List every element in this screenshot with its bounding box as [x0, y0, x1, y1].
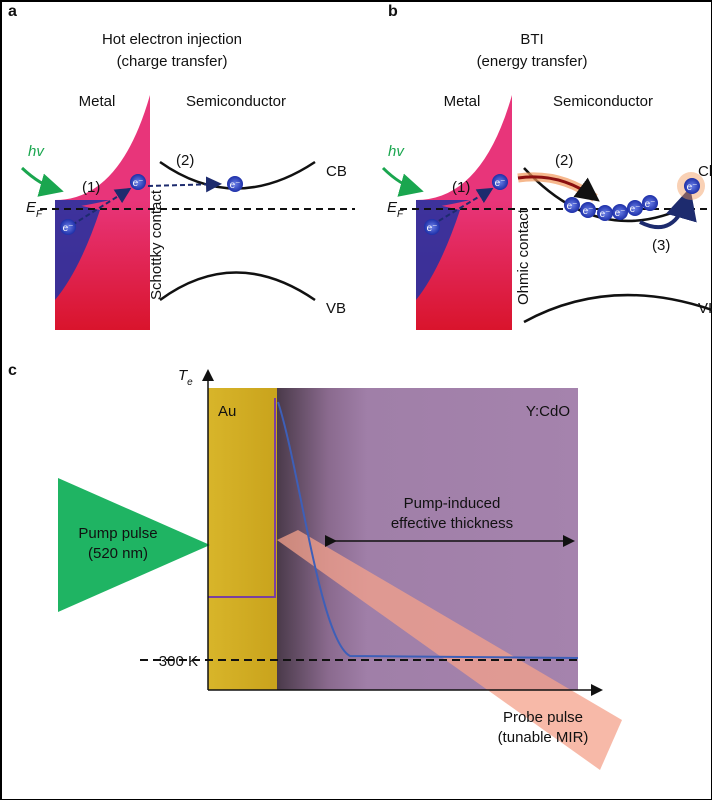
page: a Hot electron injection (charge transfe…	[0, 0, 712, 800]
electron-label: e⁻	[427, 223, 438, 234]
electron-label: e⁻	[495, 178, 506, 189]
electron-label: e⁻	[583, 206, 594, 217]
electron-label: e⁻	[615, 208, 626, 219]
electron-label: e⁻	[230, 180, 241, 191]
electron: e⁻	[580, 202, 596, 218]
electron-label: e⁻	[600, 209, 611, 220]
metal-label: Metal	[444, 93, 481, 110]
panel-title: BTI	[520, 31, 543, 48]
panel-c: c Te Au Y:CdO Pump pulse (520 nm) Pump-i…	[8, 362, 622, 770]
probe-label: Probe pulse	[503, 709, 583, 726]
pump-label: Pump pulse	[78, 525, 157, 542]
vb-curve	[160, 273, 315, 301]
panel-label: c	[8, 362, 17, 379]
contact-label: Schottky contact	[148, 189, 165, 300]
panel-subtitle: (energy transfer)	[477, 53, 588, 70]
electron: e⁻	[492, 174, 508, 190]
vb-label: VI	[698, 300, 712, 317]
panel-label: a	[8, 3, 17, 20]
au-label: Au	[218, 403, 236, 420]
electron: e⁻	[227, 176, 243, 192]
panel-b: b BTI (energy transfer) Metal Semiconduc…	[383, 3, 712, 330]
panel-a: a Hot electron injection (charge transfe…	[8, 3, 355, 330]
photon-arrow	[383, 168, 418, 190]
vb-label: VB	[326, 300, 346, 317]
electron: e⁻	[130, 174, 146, 190]
electron-label: e⁻	[63, 223, 74, 234]
electron-label: e⁻	[645, 199, 656, 210]
electron-label: e⁻	[133, 178, 144, 189]
figure: a Hot electron injection (charge transfe…	[0, 0, 712, 800]
electron: e⁻	[597, 205, 613, 221]
semiconductor-label: Semiconductor	[186, 93, 286, 110]
fermi-label: EF	[387, 199, 404, 220]
electron-label: e⁻	[567, 201, 578, 212]
electron: e⁻	[642, 195, 658, 211]
fermi-subscript: F	[36, 209, 43, 220]
electron: e⁻	[612, 204, 628, 220]
photon-label: hv	[388, 143, 405, 160]
electron: e⁻	[60, 219, 76, 235]
step-2: (2)	[555, 152, 573, 169]
step-1: (1)	[82, 179, 100, 196]
step-1: (1)	[452, 179, 470, 196]
cdo-label: Y:CdO	[526, 403, 570, 420]
electron: e⁻	[564, 197, 580, 213]
vb-curve	[524, 295, 712, 322]
electron-label: e⁻	[687, 182, 698, 193]
temperature-label: 300 K	[159, 653, 198, 670]
step-3: (3)	[652, 237, 670, 254]
electron: e⁻	[684, 178, 700, 194]
step-2: (2)	[176, 152, 194, 169]
axis-label: Te	[178, 367, 193, 388]
axis-subscript: e	[187, 377, 193, 388]
panel-subtitle: (charge transfer)	[117, 53, 228, 70]
electron: e⁻	[424, 219, 440, 235]
thickness-label: Pump-induced	[404, 495, 501, 512]
panel-title: Hot electron injection	[102, 31, 242, 48]
probe-label: (tunable MIR)	[498, 729, 589, 746]
electron-label: e⁻	[630, 204, 641, 215]
photon-label: hv	[28, 143, 45, 160]
electron: e⁻	[627, 200, 643, 216]
semiconductor-label: Semiconductor	[553, 93, 653, 110]
cb-label: CB	[326, 163, 347, 180]
pump-label: (520 nm)	[88, 545, 148, 562]
au-layer	[208, 388, 277, 690]
fermi-subscript: F	[397, 209, 404, 220]
photon-arrow	[22, 168, 58, 190]
contact-label: Ohmic contact	[515, 208, 532, 305]
fermi-label: EF	[26, 199, 43, 220]
panel-label: b	[388, 3, 398, 20]
metal-label: Metal	[79, 93, 116, 110]
thickness-label: effective thickness	[391, 515, 513, 532]
